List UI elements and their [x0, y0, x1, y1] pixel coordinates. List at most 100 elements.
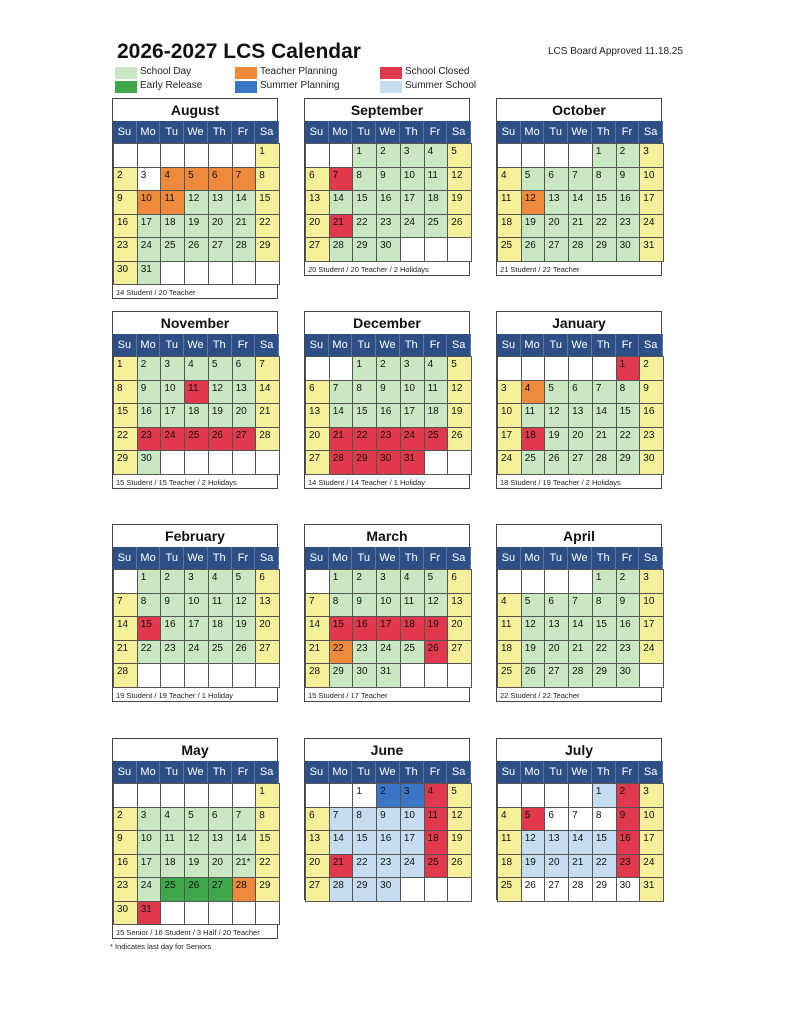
day-cell: 11	[160, 190, 186, 215]
day-cell: 16	[376, 190, 401, 215]
legend-label: School Closed	[405, 66, 470, 77]
day-cell: 22	[352, 853, 378, 878]
day-cell	[544, 356, 570, 381]
day-cell	[544, 569, 570, 594]
weekday-label: Tu	[544, 761, 569, 783]
day-cell: 6	[447, 569, 472, 594]
day-cell: 21*	[231, 853, 257, 878]
legend-swatch	[115, 81, 137, 93]
day-cell: 7	[255, 356, 280, 381]
day-cell: 21	[328, 213, 354, 238]
day-cell	[447, 450, 472, 475]
day-cell: 26	[544, 450, 570, 475]
day-cell: 11	[497, 830, 522, 855]
day-cell: 25	[160, 237, 186, 262]
day-cell: 24	[136, 237, 162, 262]
legend-label: Early Release	[140, 80, 203, 91]
weekday-label: Fr	[615, 334, 640, 356]
day-cell: 18	[184, 403, 209, 428]
day-cell: 26	[184, 237, 209, 262]
day-cell: 8	[352, 166, 378, 191]
day-cell: 10	[160, 379, 186, 404]
month-box: January Su Mo Tu We Th Fr Sa 1 2 3 4 5 6 7 8 9 10 11 12 13 14…	[496, 311, 664, 489]
day-cell: 22	[591, 639, 617, 664]
month-name: December	[353, 315, 421, 331]
day-cell: 24	[376, 639, 401, 664]
month-box: November Su Mo Tu We Th Fr Sa 1 2 3 4 5 6 7 8 9 10 11 12 13 1…	[112, 311, 280, 489]
day-cell: 22	[615, 426, 641, 451]
day-cell	[184, 450, 209, 475]
weekday-label: Mo	[136, 334, 161, 356]
day-cell: 1	[591, 143, 617, 168]
day-cell: 27	[255, 639, 280, 664]
day-cell: 7	[231, 806, 257, 831]
day-cell: 8	[352, 806, 378, 831]
day-cell: 19	[423, 616, 449, 641]
day-cell: 1	[113, 356, 138, 381]
day-cell: 27	[305, 877, 330, 902]
day-cell: 23	[376, 853, 401, 878]
day-cell: 26	[520, 237, 546, 262]
day-cell: 18	[423, 830, 449, 855]
day-cell: 8	[591, 592, 617, 617]
day-cell: 30	[136, 450, 162, 475]
day-cell: 5	[184, 806, 209, 831]
day-cell: 10	[639, 166, 664, 191]
day-cell: 22	[255, 213, 280, 238]
day-cell: 22	[328, 639, 354, 664]
day-cell: 11	[423, 379, 449, 404]
day-cell: 1	[591, 569, 617, 594]
day-cell: 27	[447, 639, 472, 664]
day-cell: 29	[615, 450, 641, 475]
day-cell: 21	[255, 403, 280, 428]
day-cell: 8	[328, 592, 354, 617]
day-cell: 3	[376, 569, 401, 594]
day-cell	[399, 877, 425, 902]
day-cell: 6	[305, 806, 330, 831]
weekday-label: Fr	[423, 547, 448, 569]
weekday-label: We	[568, 334, 592, 356]
day-cell: 31	[376, 663, 401, 688]
day-cell: 14	[568, 190, 593, 215]
weekday-label: Su	[497, 761, 521, 783]
day-cell: 13	[305, 830, 330, 855]
day-cell: 19	[447, 190, 472, 215]
day-cell	[568, 783, 593, 808]
day-cell: 8	[136, 592, 162, 617]
day-cell: 19	[544, 426, 570, 451]
day-cell: 9	[113, 190, 138, 215]
day-cell: 8	[615, 379, 641, 404]
day-cell: 16	[376, 830, 401, 855]
day-cell	[328, 783, 354, 808]
day-cell	[305, 143, 330, 168]
day-cell: 19	[184, 853, 209, 878]
day-cell: 28	[255, 426, 280, 451]
day-cell	[136, 783, 162, 808]
day-cell	[255, 450, 280, 475]
day-cell	[328, 143, 354, 168]
day-cell: 16	[615, 616, 641, 641]
day-cell	[207, 783, 233, 808]
day-cell: 25	[207, 639, 233, 664]
day-cell: 5	[447, 143, 472, 168]
day-cell: 15	[136, 616, 162, 641]
day-cell: 28	[568, 877, 593, 902]
weekday-label: We	[184, 334, 208, 356]
day-cell: 18	[497, 639, 522, 664]
day-cell: 6	[544, 592, 570, 617]
day-cell: 14	[328, 190, 354, 215]
day-cell: 1	[328, 569, 354, 594]
weekday-label: Tu	[352, 334, 377, 356]
weekday-label: Fr	[423, 761, 448, 783]
weekday-label: Sa	[447, 761, 471, 783]
month-summary: 14 Student / 14 Teacher / 1 Holiday	[308, 477, 426, 487]
day-cell	[231, 663, 257, 688]
day-cell: 11	[497, 616, 522, 641]
day-cell	[399, 237, 425, 262]
day-cell: 7	[568, 166, 593, 191]
day-cell: 12	[447, 806, 472, 831]
day-cell: 20	[568, 426, 593, 451]
day-cell	[520, 783, 546, 808]
weekday-label: Th	[207, 761, 232, 783]
